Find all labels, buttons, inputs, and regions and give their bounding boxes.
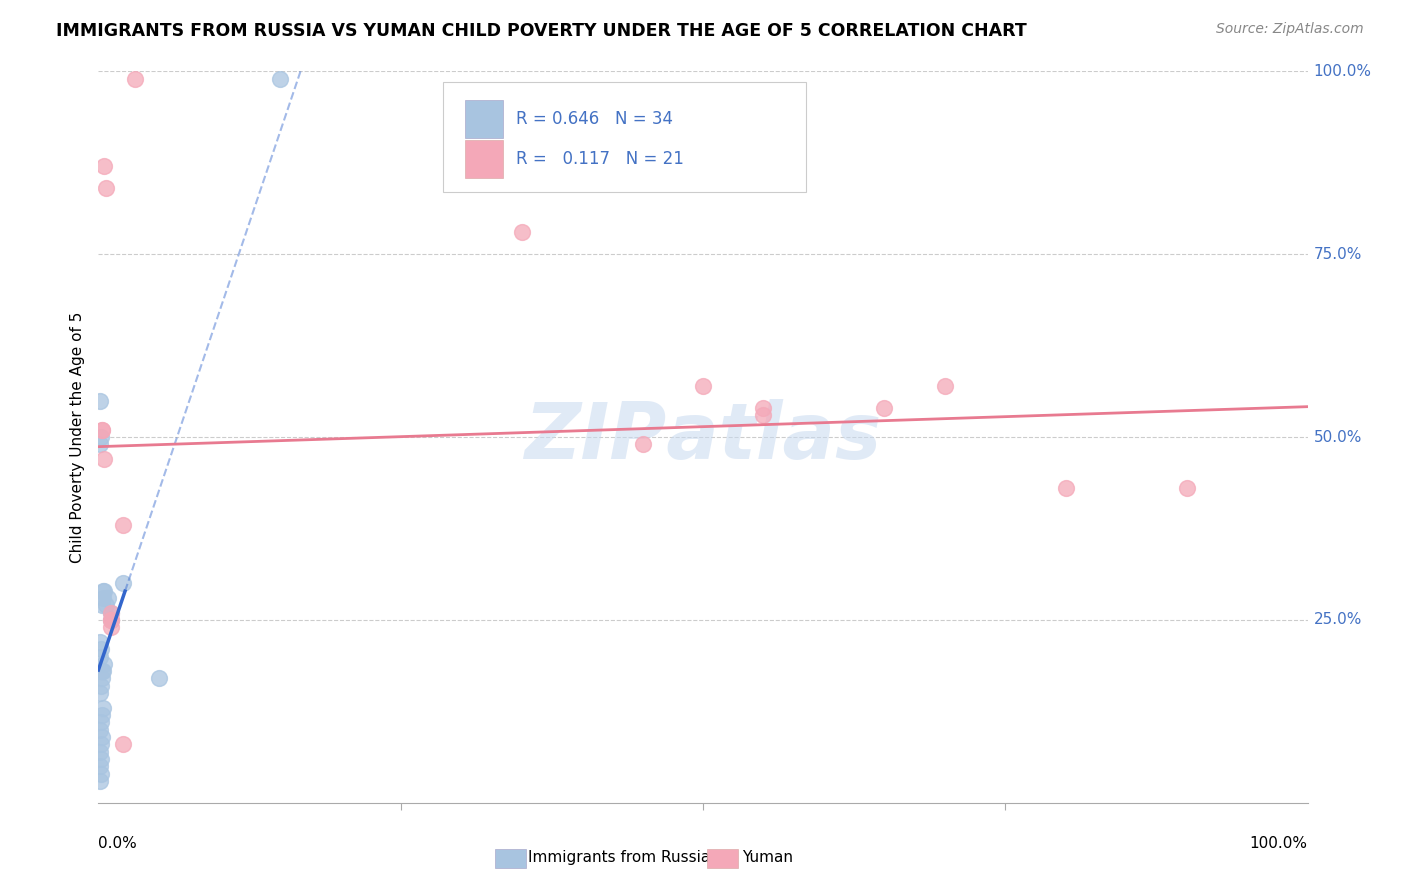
Point: [89, 759, 111, 773]
Text: ZIP​atlas: ZIP​atlas: [524, 399, 882, 475]
Point: [111, 576, 134, 591]
Text: 75.0%: 75.0%: [1313, 247, 1362, 261]
Text: R =   0.117   N = 21: R = 0.117 N = 21: [516, 150, 683, 168]
Text: Immigrants from Russia: Immigrants from Russia: [527, 850, 710, 865]
Point: [93, 452, 115, 467]
Point: [100, 606, 122, 620]
Point: [91, 730, 114, 744]
Point: [1054, 481, 1077, 495]
Text: IMMIGRANTS FROM RUSSIA VS YUMAN CHILD POVERTY UNDER THE AGE OF 5 CORRELATION CHA: IMMIGRANTS FROM RUSSIA VS YUMAN CHILD PO…: [56, 22, 1026, 40]
Point: [90, 766, 112, 780]
Point: [111, 517, 134, 532]
Point: [124, 71, 146, 86]
Point: [510, 225, 533, 239]
Text: Yuman: Yuman: [742, 850, 793, 865]
Point: [100, 620, 122, 634]
Point: [91, 672, 114, 686]
Point: [91, 583, 114, 598]
Point: [90, 642, 112, 657]
Point: [91, 591, 114, 605]
Point: [90, 752, 112, 766]
FancyBboxPatch shape: [707, 849, 738, 868]
Point: [631, 437, 654, 451]
Point: [934, 379, 956, 393]
Point: [692, 379, 714, 393]
Point: [89, 723, 111, 737]
FancyBboxPatch shape: [443, 82, 806, 192]
Text: 100.0%: 100.0%: [1313, 64, 1372, 78]
Point: [89, 635, 111, 649]
Point: [91, 423, 114, 437]
Point: [100, 613, 122, 627]
Point: [269, 71, 291, 86]
Point: [89, 393, 111, 408]
Point: [90, 737, 112, 751]
Point: [752, 408, 775, 422]
Point: [91, 708, 114, 723]
Point: [89, 686, 111, 700]
Point: [111, 737, 134, 751]
Point: [94, 181, 117, 195]
Point: [93, 583, 115, 598]
Point: [93, 160, 115, 174]
Point: [89, 649, 111, 664]
Point: [100, 613, 122, 627]
Point: [91, 664, 114, 678]
FancyBboxPatch shape: [495, 849, 526, 868]
Point: [91, 423, 114, 437]
Text: 25.0%: 25.0%: [1313, 613, 1362, 627]
FancyBboxPatch shape: [465, 140, 503, 178]
Y-axis label: Child Poverty Under the Age of 5: Child Poverty Under the Age of 5: [69, 311, 84, 563]
Point: [97, 591, 120, 605]
Point: [752, 401, 775, 415]
Text: 50.0%: 50.0%: [1313, 430, 1362, 444]
Point: [100, 606, 122, 620]
FancyBboxPatch shape: [465, 100, 503, 138]
Point: [873, 401, 896, 415]
Text: 100.0%: 100.0%: [1250, 836, 1308, 851]
Point: [90, 430, 112, 444]
Text: Source: ZipAtlas.com: Source: ZipAtlas.com: [1216, 22, 1364, 37]
Point: [148, 672, 170, 686]
Point: [91, 599, 114, 613]
Point: [94, 599, 117, 613]
Point: [91, 664, 114, 678]
Point: [1175, 481, 1198, 495]
Point: [89, 437, 111, 451]
Point: [100, 613, 122, 627]
Point: [93, 657, 115, 671]
Point: [90, 679, 112, 693]
Point: [89, 773, 111, 788]
Point: [91, 700, 114, 714]
Point: [89, 745, 111, 759]
Text: R = 0.646   N = 34: R = 0.646 N = 34: [516, 110, 672, 128]
Point: [90, 715, 112, 730]
Text: 0.0%: 0.0%: [98, 836, 138, 851]
